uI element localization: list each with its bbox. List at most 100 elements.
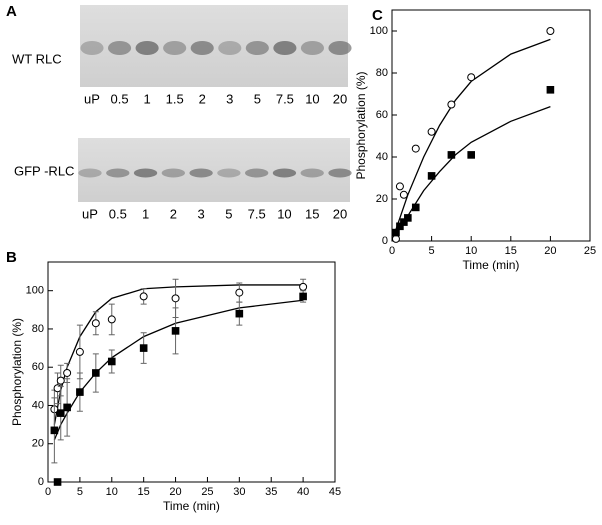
data-point — [447, 100, 456, 109]
data-point — [75, 347, 84, 356]
data-point — [427, 172, 436, 180]
lane-label: 1 — [142, 206, 149, 221]
gel-label: WT RLC — [12, 51, 62, 66]
y-tick-label: 0 — [38, 476, 44, 488]
gel-band — [328, 41, 352, 55]
data-point — [447, 151, 456, 159]
x-axis-label: Time (min) — [463, 258, 520, 272]
lane-label: 1.5 — [166, 91, 184, 106]
gel-band — [300, 41, 325, 55]
data-point — [139, 344, 148, 352]
data-point — [171, 294, 180, 303]
data-point — [546, 86, 555, 94]
x-tick-label: 30 — [233, 486, 245, 498]
x-tick-label: 15 — [138, 486, 150, 498]
data-point — [392, 228, 400, 237]
y-axis-label: Phosphorylation (%) — [10, 318, 24, 426]
data-point — [411, 203, 420, 212]
gel-label: GFP -RLC — [14, 163, 74, 178]
data-point — [400, 218, 408, 226]
panel-label: B — [6, 249, 17, 266]
data-point — [76, 388, 84, 396]
lane-label: 3 — [197, 206, 204, 221]
lane-label: 1 — [143, 91, 150, 106]
data-point — [92, 369, 100, 377]
lane-label: 0.5 — [111, 91, 129, 106]
gel-band — [273, 41, 297, 55]
y-tick-label: 20 — [32, 438, 44, 450]
x-tick-label: 20 — [544, 245, 556, 257]
data-point — [50, 426, 59, 435]
data-point — [139, 292, 148, 301]
y-tick-label: 100 — [370, 25, 388, 37]
data-point — [399, 190, 408, 199]
x-tick-label: 0 — [389, 245, 395, 257]
x-tick-label: 10 — [465, 245, 477, 257]
gel-band — [272, 168, 297, 178]
gel-band — [328, 168, 352, 178]
gel-band — [135, 41, 159, 55]
gel-band — [244, 168, 269, 178]
data-point — [56, 409, 65, 417]
lane-label: 20 — [333, 206, 347, 221]
lane-label: 0.5 — [109, 206, 127, 221]
gel-band — [163, 41, 187, 55]
y-tick-label: 60 — [32, 361, 44, 373]
gel-band — [133, 168, 158, 178]
plot-frame — [391, 9, 591, 242]
data-point — [404, 214, 412, 222]
data-point — [411, 144, 420, 153]
x-tick-label: 25 — [201, 486, 213, 498]
y-tick-label: 0 — [382, 235, 388, 247]
gel-band — [106, 168, 130, 178]
data-point — [235, 309, 244, 318]
lane-label: 2 — [199, 91, 206, 106]
fit-curve — [53, 299, 304, 441]
gel-band — [161, 168, 185, 178]
data-point — [299, 292, 307, 301]
lane-label: 20 — [333, 91, 347, 106]
data-point — [299, 282, 308, 291]
plot-frame — [47, 261, 336, 483]
lane-label: uP — [84, 91, 100, 106]
y-tick-label: 80 — [376, 67, 388, 79]
lane-label: 10 — [277, 206, 291, 221]
x-tick-label: 45 — [329, 486, 341, 498]
fit-curve — [391, 38, 551, 242]
data-point — [467, 73, 476, 82]
gel-band — [107, 41, 132, 55]
x-axis-label: Time (min) — [163, 499, 220, 513]
x-tick-label: 0 — [45, 486, 51, 498]
y-tick-label: 80 — [32, 323, 44, 335]
data-point — [63, 403, 71, 412]
data-point — [107, 315, 116, 324]
gel-band — [300, 168, 324, 178]
lane-label: 7.5 — [276, 91, 294, 106]
y-tick-label: 40 — [32, 399, 44, 411]
data-point — [395, 182, 404, 191]
panel-label: A — [6, 3, 17, 20]
gel-band — [189, 168, 213, 178]
data-point — [53, 384, 62, 393]
fit-curve — [391, 105, 551, 242]
lane-label: 10 — [305, 91, 319, 106]
lane-label: 2 — [170, 206, 177, 221]
x-tick-label: 40 — [297, 486, 309, 498]
x-tick-label: 10 — [106, 486, 118, 498]
gel-band — [78, 168, 102, 178]
x-tick-label: 35 — [265, 486, 277, 498]
data-point — [91, 319, 100, 328]
lane-label: uP — [82, 206, 98, 221]
data-point — [546, 27, 555, 35]
y-tick-label: 60 — [376, 109, 388, 121]
x-tick-label: 15 — [505, 245, 517, 257]
y-tick-label: 20 — [376, 193, 388, 205]
gel-band — [217, 168, 241, 178]
x-tick-label: 20 — [169, 486, 181, 498]
data-point — [63, 368, 72, 377]
y-tick-label: 40 — [376, 151, 388, 163]
gel-band — [190, 41, 214, 55]
lane-label: 3 — [226, 91, 233, 106]
